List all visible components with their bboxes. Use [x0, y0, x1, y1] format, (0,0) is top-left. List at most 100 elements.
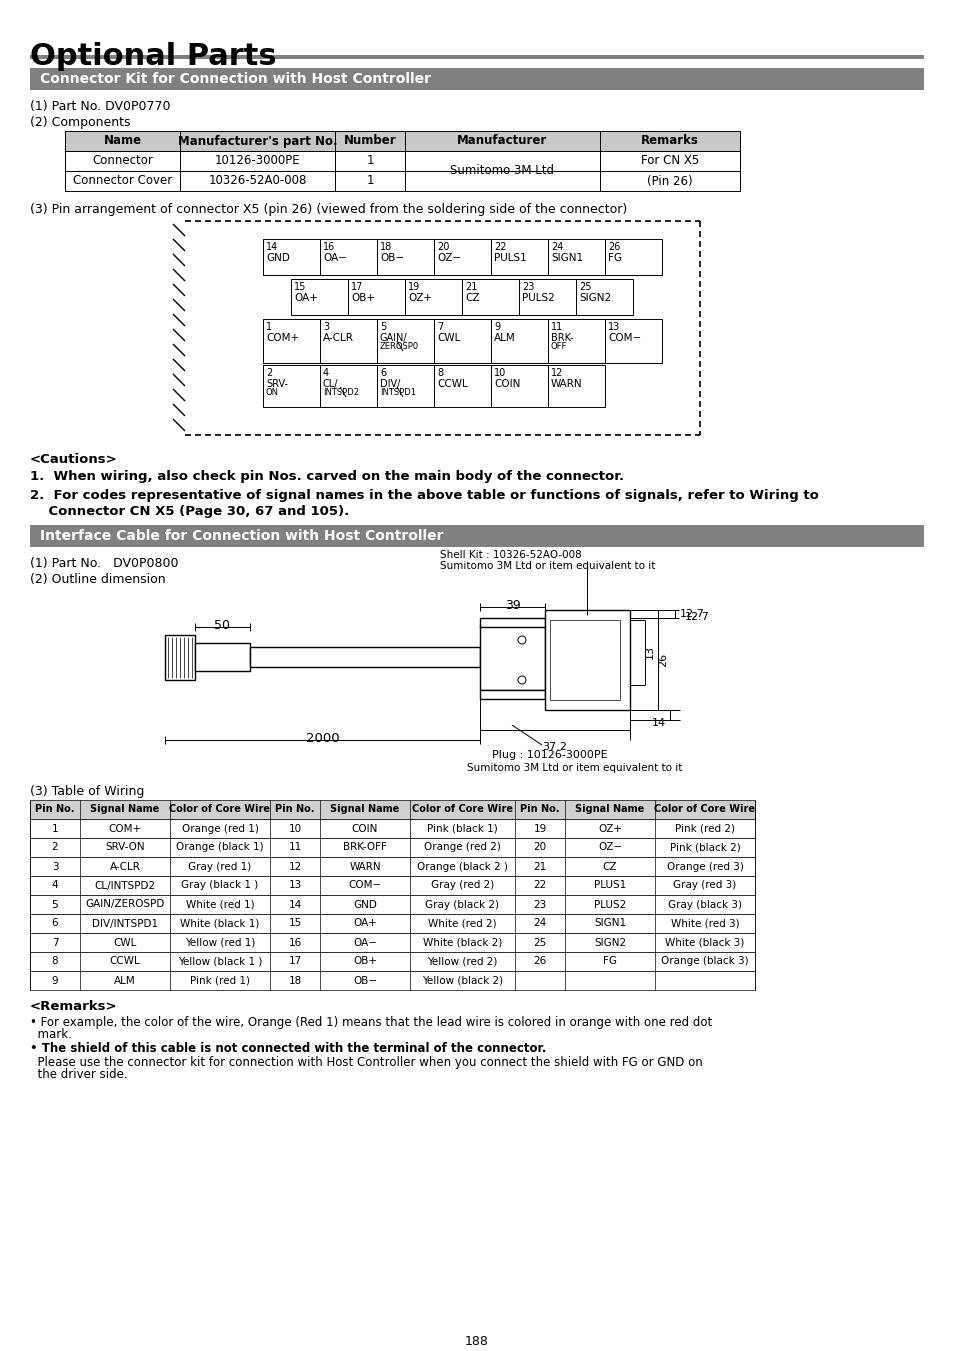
Text: 12.7: 12.7	[679, 609, 704, 619]
Text: Orange (black 3): Orange (black 3)	[660, 957, 748, 966]
Text: <Cautions>: <Cautions>	[30, 453, 117, 466]
Bar	[518, 280, 576, 315]
Text: OFF: OFF	[551, 342, 567, 351]
Text: 2.  For codes representative of signal names in the above table or functions of : 2. For codes representative of signal na…	[30, 489, 818, 503]
Text: 7: 7	[51, 938, 58, 947]
Text: Manufacturer: Manufacturer	[456, 135, 547, 147]
Text: 4: 4	[323, 367, 329, 378]
Text: Signal Name: Signal Name	[330, 804, 399, 815]
Text: Color of Core Wire: Color of Core Wire	[654, 804, 755, 815]
Text: 19: 19	[533, 824, 546, 834]
Text: 18: 18	[379, 242, 392, 253]
Bar	[30, 800, 754, 819]
Text: 23: 23	[533, 900, 546, 909]
Text: 1: 1	[366, 154, 374, 168]
Bar	[405, 280, 461, 315]
Text: 22: 22	[533, 881, 546, 890]
Bar	[376, 239, 434, 276]
Text: CCWL: CCWL	[110, 957, 140, 966]
Bar	[30, 526, 923, 547]
Text: mark.: mark.	[30, 1028, 71, 1042]
Text: 17: 17	[288, 957, 301, 966]
Text: DIV/INTSPD1: DIV/INTSPD1	[91, 919, 158, 928]
Text: PLUS1: PLUS1	[594, 881, 625, 890]
Text: OA−: OA−	[323, 253, 347, 263]
Text: 13: 13	[288, 881, 301, 890]
Text: OZ−: OZ−	[598, 843, 621, 852]
Text: CZ: CZ	[602, 862, 617, 871]
Text: 21: 21	[533, 862, 546, 871]
Bar	[348, 280, 405, 315]
Text: Pin No.: Pin No.	[519, 804, 559, 815]
Text: • For example, the color of the wire, Orange (Red 1) means that the lead wire is: • For example, the color of the wire, Or…	[30, 1016, 712, 1029]
Text: PULS1: PULS1	[494, 253, 526, 263]
Text: ALM: ALM	[114, 975, 135, 985]
Text: 20: 20	[436, 242, 449, 253]
Text: 6: 6	[379, 367, 386, 378]
Text: 2: 2	[51, 843, 58, 852]
Text: CL/INTSPD2: CL/INTSPD2	[94, 881, 155, 890]
Text: 23: 23	[521, 282, 534, 292]
Bar	[376, 365, 434, 407]
Text: Pink (black 2): Pink (black 2)	[669, 843, 740, 852]
Text: 1: 1	[51, 824, 58, 834]
Text: COM−: COM−	[607, 332, 640, 343]
Text: 2: 2	[266, 367, 272, 378]
Text: 19: 19	[408, 282, 420, 292]
Bar	[291, 280, 348, 315]
Text: White (black 2): White (black 2)	[422, 938, 501, 947]
Bar	[30, 971, 754, 990]
Text: OA+: OA+	[294, 293, 317, 303]
Text: 20: 20	[533, 843, 546, 852]
Bar	[30, 875, 754, 894]
Text: Signal Name: Signal Name	[575, 804, 644, 815]
Text: 26: 26	[607, 242, 619, 253]
Text: SRV-ON: SRV-ON	[105, 843, 145, 852]
Text: 10126-3000PE: 10126-3000PE	[214, 154, 300, 168]
Text: 4: 4	[51, 881, 58, 890]
Bar	[547, 319, 604, 363]
Text: 1: 1	[266, 322, 272, 332]
Text: Sumitomo 3M Ltd or item equivalent to it: Sumitomo 3M Ltd or item equivalent to it	[439, 561, 655, 571]
Text: 37.2: 37.2	[542, 742, 567, 753]
Text: 14: 14	[288, 900, 301, 909]
Bar	[376, 319, 434, 363]
Text: Orange (black 1): Orange (black 1)	[176, 843, 264, 852]
Bar	[30, 68, 923, 91]
Text: WARN: WARN	[349, 862, 380, 871]
Text: 50: 50	[214, 619, 231, 632]
Text: 13: 13	[607, 322, 619, 332]
Text: OZ−: OZ−	[436, 253, 460, 263]
Circle shape	[517, 676, 525, 684]
Text: 1.  When wiring, also check pin Nos. carved on the main body of the connector.: 1. When wiring, also check pin Nos. carv…	[30, 470, 623, 484]
Text: 11: 11	[288, 843, 301, 852]
Bar	[479, 617, 544, 627]
Text: OB+: OB+	[351, 293, 375, 303]
Text: 26: 26	[533, 957, 546, 966]
Text: 2000: 2000	[305, 732, 339, 744]
Bar	[491, 365, 547, 407]
Text: CL/: CL/	[323, 380, 338, 389]
Text: White (red 1): White (red 1)	[186, 900, 254, 909]
Bar	[30, 838, 754, 857]
Text: OA+: OA+	[353, 919, 376, 928]
Text: 5: 5	[379, 322, 386, 332]
Bar	[30, 915, 754, 934]
Text: SIGN1: SIGN1	[551, 253, 582, 263]
Text: (2) Outline dimension: (2) Outline dimension	[30, 573, 166, 586]
Text: Yellow (black 2): Yellow (black 2)	[421, 975, 502, 985]
Text: Yellow (black 1 ): Yellow (black 1 )	[177, 957, 262, 966]
Text: WARN: WARN	[551, 380, 582, 389]
Text: GND: GND	[353, 900, 376, 909]
Text: OA−: OA−	[353, 938, 376, 947]
Text: Sumitomo 3M Ltd: Sumitomo 3M Ltd	[450, 165, 554, 177]
Bar	[30, 952, 754, 971]
Text: CWL: CWL	[113, 938, 136, 947]
Text: 9: 9	[494, 322, 499, 332]
Text: 188: 188	[464, 1335, 489, 1348]
Text: 6: 6	[51, 919, 58, 928]
Bar	[604, 319, 661, 363]
Bar	[263, 239, 319, 276]
Bar	[491, 319, 547, 363]
Text: Sumitomo 3M Ltd or item equivalent to it: Sumitomo 3M Ltd or item equivalent to it	[467, 763, 681, 773]
